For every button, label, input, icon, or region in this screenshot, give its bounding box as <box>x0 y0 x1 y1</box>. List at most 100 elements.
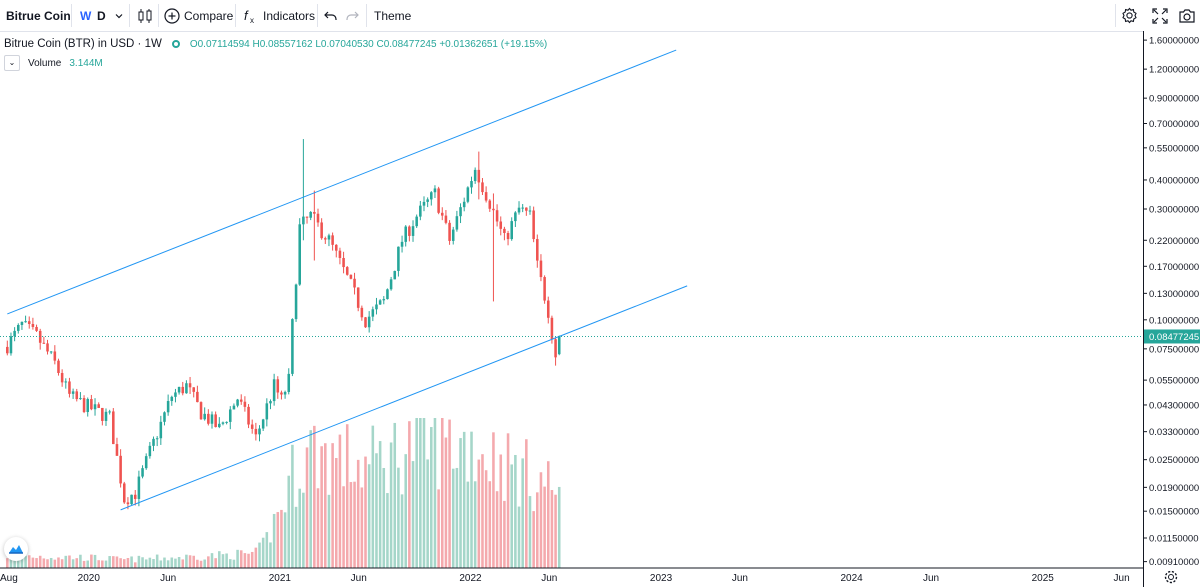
resolution-day-button[interactable]: D <box>97 8 106 23</box>
volume-bar <box>313 425 316 568</box>
candle <box>316 208 320 227</box>
candle-body <box>254 428 258 435</box>
candle <box>462 197 466 212</box>
candle <box>97 402 100 409</box>
axis-settings-gear-icon[interactable] <box>1164 570 1178 584</box>
channel-lower-line[interactable] <box>120 285 688 511</box>
volume-bar <box>338 434 342 568</box>
candle-body <box>543 277 546 301</box>
candle <box>49 351 53 355</box>
candle-body <box>294 284 298 320</box>
logo-icon[interactable] <box>4 537 28 561</box>
candle <box>305 216 309 224</box>
candle <box>470 176 473 194</box>
candle-body <box>250 424 254 429</box>
candle <box>484 186 488 203</box>
volume-bar <box>239 550 243 568</box>
candle <box>119 449 122 488</box>
channel-upper-line[interactable] <box>7 49 677 315</box>
candle <box>130 494 133 505</box>
candle <box>174 388 177 403</box>
candle-body <box>214 414 217 428</box>
resolution-week-button[interactable]: W <box>80 8 92 23</box>
gear-icon[interactable] <box>1120 0 1138 31</box>
redo-icon[interactable] <box>345 0 359 31</box>
candle <box>269 399 272 410</box>
candle-body <box>371 309 375 317</box>
symbol-name[interactable]: Bitrue Coin <box>6 8 71 23</box>
candle <box>495 204 499 227</box>
candle <box>239 394 243 405</box>
candle-body <box>97 404 100 408</box>
undo-icon[interactable] <box>324 0 338 31</box>
volume-bar <box>356 459 360 568</box>
candle-body <box>313 211 316 214</box>
volume-bar <box>170 557 174 568</box>
candle-body <box>196 391 199 403</box>
candle <box>375 297 378 315</box>
candle <box>16 323 20 334</box>
candle <box>272 373 276 406</box>
candle-body <box>510 221 513 240</box>
candle <box>71 388 75 399</box>
candle-body <box>108 411 111 413</box>
candle-body <box>291 319 294 374</box>
candle <box>20 321 24 330</box>
camera-icon[interactable] <box>1178 0 1196 31</box>
candle <box>324 236 327 244</box>
x-tick-label: 2021 <box>269 573 292 584</box>
candle <box>188 376 192 394</box>
volume-bar <box>203 559 206 568</box>
compare-button[interactable]: Compare <box>164 0 233 31</box>
candle-body <box>440 212 444 216</box>
volume-bar <box>375 453 378 568</box>
candle <box>57 358 60 376</box>
volume-bar <box>185 554 188 568</box>
candle-body <box>86 399 90 413</box>
x-axis: Aug 2020 Jun 2021 Jun 2022 Jun 2023 Jun 2024 Jun 20… <box>0 567 1143 584</box>
candle <box>371 306 375 322</box>
volume-bar <box>6 558 9 568</box>
volume-bar <box>408 421 411 568</box>
candle <box>334 244 338 258</box>
volume-bar <box>367 464 371 568</box>
candle <box>64 378 68 389</box>
candle <box>243 396 247 412</box>
candle-body <box>459 207 462 217</box>
candle-body <box>517 207 521 213</box>
volume-bar <box>280 509 283 568</box>
candle-body <box>239 399 243 402</box>
chevron-down-icon[interactable] <box>113 0 125 31</box>
candle-body <box>539 260 543 278</box>
candle <box>261 418 265 431</box>
candle <box>258 425 261 442</box>
collapse-chevron-icon[interactable]: ⌄ <box>4 55 20 71</box>
candle <box>430 191 433 206</box>
theme-button[interactable]: Theme <box>374 8 412 23</box>
volume-bar <box>521 458 524 568</box>
volume-bar <box>210 553 214 568</box>
candle <box>53 345 57 365</box>
compare-label: Compare <box>184 8 234 23</box>
candle-body <box>60 372 64 383</box>
candle <box>378 299 382 305</box>
candle-body <box>71 391 75 394</box>
candle-body <box>243 401 247 407</box>
candle-body <box>430 192 433 200</box>
x-tick-label: Jun <box>923 573 939 584</box>
candle <box>42 336 46 344</box>
candle <box>386 288 389 300</box>
volume-bar <box>49 557 53 568</box>
candle-body <box>419 205 422 217</box>
fullscreen-icon[interactable] <box>1151 0 1169 31</box>
volume-bar <box>27 555 31 568</box>
candle-chart-icon[interactable] <box>136 0 154 31</box>
volume-bar <box>112 556 115 568</box>
volume-bar <box>272 513 276 568</box>
volume-bar <box>503 500 506 568</box>
candle <box>210 411 214 429</box>
volume-bar <box>294 506 298 568</box>
